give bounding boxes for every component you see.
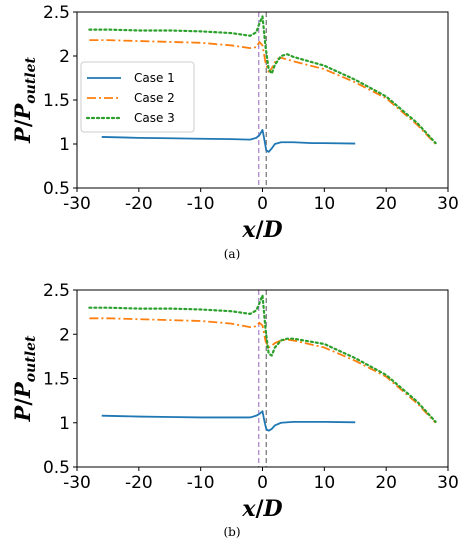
panel-a: -30 -20 -10 0 10 20 30 0.5 1 1.5 2 2.5 x/D P/Poutlet (…: [10, 3, 459, 261]
series-line-case-2: [89, 39, 437, 145]
y-tick-label: 1: [59, 414, 70, 434]
x-tick-label: 20: [375, 194, 397, 214]
x-tick-label: 0: [257, 473, 268, 493]
y-tick-label: 2.5: [43, 3, 70, 23]
y-tick-label: 2: [59, 47, 70, 67]
x-tick-label: 20: [375, 473, 397, 493]
series-line-case-1: [101, 129, 356, 153]
x-tick-label: -30: [63, 473, 91, 493]
y-tick-label: 1: [59, 135, 70, 155]
plot-frame: [76, 289, 449, 468]
x-tick-label: 10: [314, 194, 336, 214]
x-tick-label: -20: [125, 194, 153, 214]
x-tick-label: 30: [437, 473, 459, 493]
series-line-case-3: [88, 294, 437, 423]
y-tick-label: 0.5: [43, 458, 70, 478]
y-axis-label: P/Poutlet: [10, 335, 39, 422]
panel-b: -30 -20 -10 0 10 20 30 0.5 1 1.5 2 2.5 x/D P/Poutlet (…: [10, 281, 459, 539]
panel-caption: (b): [223, 525, 240, 539]
series-line-case-1: [101, 410, 356, 432]
y-axis-label: P/Poutlet: [10, 57, 39, 144]
x-tick-label: -20: [125, 473, 153, 493]
legend-label: Case 3: [134, 111, 175, 125]
legend-box: [80, 61, 195, 133]
y-tick-label: 2: [59, 325, 70, 345]
x-tick-label: -10: [187, 473, 215, 493]
legend-label: Case 1: [134, 71, 175, 85]
x-tick-label: -10: [187, 194, 215, 214]
y-tick-label: 1.5: [43, 91, 70, 111]
x-tick-label: -30: [63, 194, 91, 214]
x-tick-label: 10: [314, 473, 336, 493]
x-tick-label: 30: [437, 194, 459, 214]
x-tick-label: 0: [257, 194, 268, 214]
y-tick-label: 1.5: [43, 370, 70, 390]
panel-caption: (a): [224, 247, 241, 261]
series-line-case-2: [89, 317, 437, 424]
legend-label: Case 2: [134, 91, 175, 105]
y-tick-label: 0.5: [43, 179, 70, 199]
x-axis-label: x/D: [241, 496, 282, 522]
x-axis-label: x/D: [241, 217, 282, 243]
y-tick-label: 2.5: [43, 281, 70, 301]
series-line-case-3: [88, 15, 437, 145]
legend: Case 1 Case 2 Case 3: [80, 61, 195, 133]
